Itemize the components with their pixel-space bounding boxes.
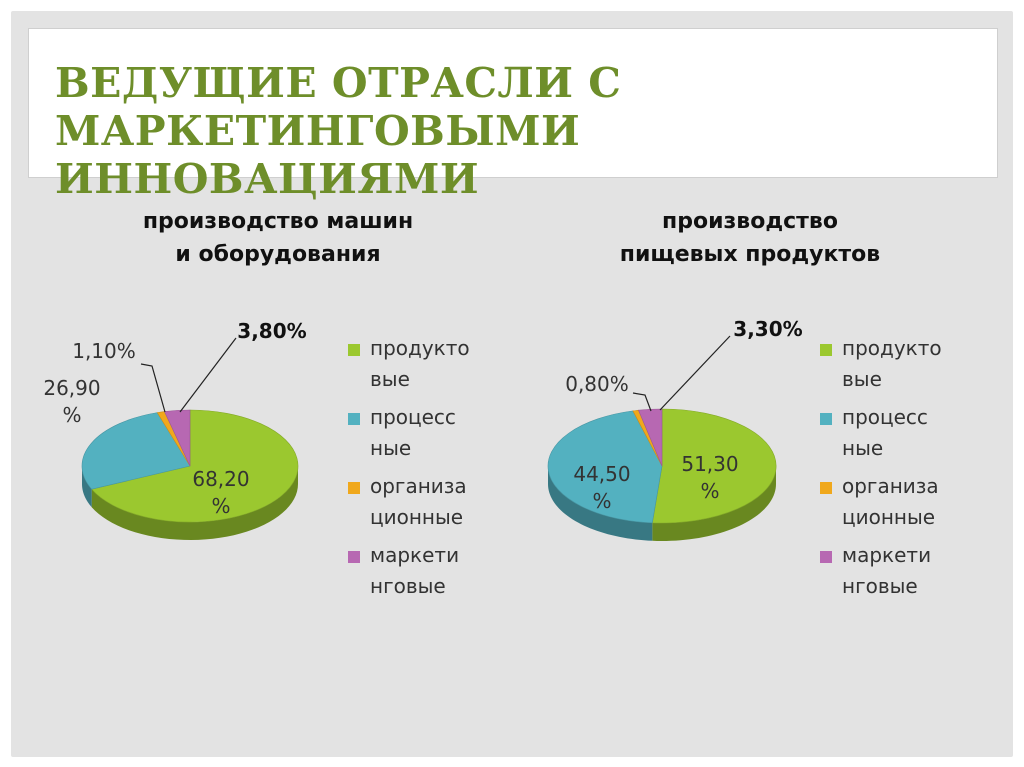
data-label-организационные: 0,80% <box>565 372 629 396</box>
legend-label-организационные: организа ционные <box>842 474 939 529</box>
legend-label-line: ные <box>370 436 411 460</box>
data-label-line: 26,90 <box>43 376 100 400</box>
data-label-line: 1,10% <box>72 339 136 363</box>
legend-label-line: ные <box>842 436 883 460</box>
leader-line-маркетинговые <box>179 337 237 413</box>
legend-swatch-продуктовые <box>348 344 360 356</box>
data-label-продуктовые: 51,30% <box>681 452 738 503</box>
pie-side-процессные <box>548 466 653 541</box>
legend-label-line: маркети <box>842 543 931 567</box>
title-box: Ведущие отрасли с маркетинговыми инновац… <box>28 28 998 203</box>
data-label-line: 44,50 <box>573 462 630 486</box>
chart-title-left-line-1: производство машин <box>142 209 414 234</box>
legend-label-line: продукто <box>370 336 470 360</box>
data-label-процессные: 44,50% <box>573 462 630 513</box>
data-label-маркетинговые: 3,30% <box>733 317 802 341</box>
pie-slice-продуктовые <box>91 409 299 523</box>
legend-label-продуктовые: продукто вые <box>370 336 470 391</box>
chart-title-left: производство машин и оборудования <box>98 205 458 271</box>
data-label-line: 3,80% <box>237 319 306 343</box>
leader-line-организационные <box>140 363 166 413</box>
legend-label-line: вые <box>370 367 410 391</box>
data-label-продуктовые: 68,20% <box>192 467 249 518</box>
data-label-организационные: 1,10% <box>72 339 136 363</box>
chart-title-right-line-2: пищевых продуктов <box>619 242 881 267</box>
legend-label-line: ционные <box>370 505 463 529</box>
data-label-line: 0,80% <box>565 372 629 396</box>
data-label-line: 3,30% <box>733 317 802 341</box>
legend-swatch-процессные <box>348 413 360 425</box>
chart-title-right-line-1: производство <box>662 209 838 234</box>
data-label-процессные: 26,90% <box>43 376 100 427</box>
data-label-line: % <box>211 494 230 518</box>
legend-label-line: организа <box>370 474 467 498</box>
legend-label-line: организа <box>842 474 939 498</box>
data-label-line: 68,20 <box>192 467 249 491</box>
legend-label-line: вые <box>842 367 882 391</box>
legend-label-line: процесс <box>842 405 928 429</box>
legend-swatch-продуктовые <box>820 344 832 356</box>
pie-side-процессные <box>82 466 92 508</box>
pie-slice-продуктовые <box>651 408 777 524</box>
pie-chart-1: 68,20 %26,90 %1,10%3,80%продукто выепроцесс… <box>43 319 469 598</box>
legend-swatch-маркетинговые <box>820 551 832 563</box>
legend-swatch-организационные <box>348 482 360 494</box>
pie-side-продуктовые <box>91 466 299 540</box>
data-label-line: % <box>700 479 719 503</box>
legend-label-line: маркети <box>370 543 459 567</box>
legend-label-процессные: процесс ные <box>842 405 928 460</box>
legend-label-маркетинговые: маркети нговые <box>370 543 459 598</box>
chart-title-left-line-2: и оборудования <box>175 242 381 267</box>
chart-title-right: производство пищевых продуктов <box>570 205 930 271</box>
legend-1: продукто вые процесс ные организа ционные марк… <box>348 336 470 598</box>
pie-sides <box>82 466 299 540</box>
legend-swatch-процессные <box>820 413 832 425</box>
legend-label-продуктовые: продукто вые <box>842 336 942 391</box>
pie-slice-процессные <box>81 412 191 490</box>
pie-chart-2: 51,30 %44,50 %0,80%3,30%продукто выепроцесс… <box>547 317 942 598</box>
legend-label-организационные: организа ционные <box>370 474 467 529</box>
legend-label-маркетинговые: маркети нговые <box>842 543 931 598</box>
legend-label-line: нговые <box>370 574 446 598</box>
pie-slice-процессные <box>547 410 663 524</box>
legend-label-line: процесс <box>370 405 456 429</box>
data-label-line: % <box>62 403 81 427</box>
legend-label-line: нговые <box>842 574 918 598</box>
leader-line-организационные <box>632 392 652 412</box>
slide-background: Ведущие отрасли с маркетинговыми инновац… <box>11 11 1013 757</box>
legend-label-line: ционные <box>842 505 935 529</box>
legend-label-процессные: процесс ные <box>370 405 456 460</box>
leader-line-маркетинговые <box>659 335 731 411</box>
data-label-маркетинговые: 3,80% <box>237 319 306 343</box>
data-label-line: % <box>592 489 611 513</box>
legend-2: продукто вые процесс ные организа ционные марк… <box>820 336 942 598</box>
legend-swatch-маркетинговые <box>348 551 360 563</box>
data-label-line: 51,30 <box>681 452 738 476</box>
slide-title: Ведущие отрасли с маркетинговыми инновац… <box>55 59 622 203</box>
legend-swatch-организационные <box>820 482 832 494</box>
legend-label-line: продукто <box>842 336 942 360</box>
